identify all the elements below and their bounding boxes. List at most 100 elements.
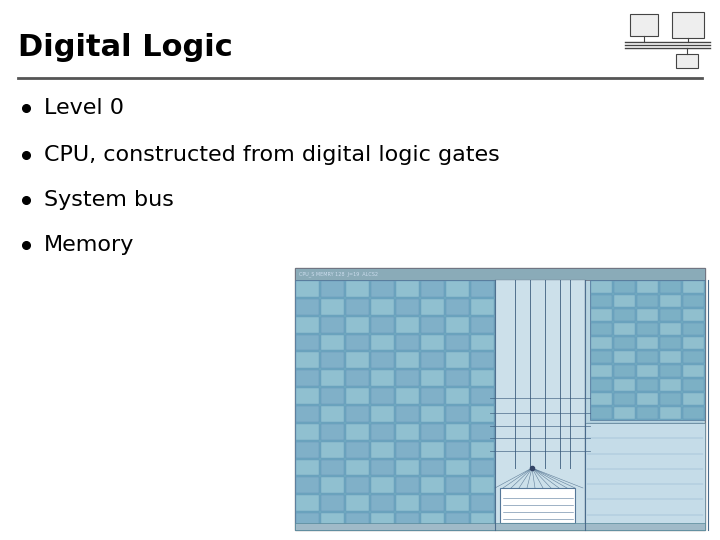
Bar	[683, 309, 704, 321]
Bar	[614, 379, 635, 391]
Bar	[637, 281, 658, 293]
Bar	[321, 317, 344, 333]
Bar	[421, 406, 444, 422]
Bar	[346, 317, 369, 333]
Bar	[471, 460, 494, 475]
Bar	[346, 406, 369, 422]
Bar	[446, 513, 469, 529]
Bar	[371, 513, 394, 529]
Bar	[683, 393, 704, 405]
Bar	[296, 353, 319, 368]
Bar	[660, 455, 681, 468]
Bar	[637, 516, 658, 529]
Text: CPU_S MEMRY 128  J=19  ALCS2: CPU_S MEMRY 128 J=19 ALCS2	[299, 271, 378, 277]
Bar	[585, 423, 705, 530]
Bar	[321, 424, 344, 440]
Bar	[321, 335, 344, 350]
Bar	[321, 442, 344, 457]
Bar	[471, 353, 494, 368]
Bar	[321, 353, 344, 368]
Bar	[421, 370, 444, 386]
Bar	[446, 353, 469, 368]
Bar	[421, 299, 444, 315]
Bar	[683, 439, 704, 453]
Bar	[321, 299, 344, 315]
Bar	[637, 393, 658, 405]
Bar	[321, 495, 344, 511]
Bar	[614, 516, 635, 529]
Bar	[591, 281, 612, 293]
Bar	[296, 460, 319, 475]
Bar	[495, 280, 585, 530]
Bar	[421, 460, 444, 475]
Bar	[446, 299, 469, 315]
Bar	[371, 317, 394, 333]
Bar	[591, 455, 612, 468]
Bar	[683, 323, 704, 335]
Bar	[371, 424, 394, 440]
Bar	[614, 485, 635, 498]
Bar	[590, 280, 705, 420]
Bar	[471, 335, 494, 350]
Bar	[660, 516, 681, 529]
Bar	[421, 281, 444, 297]
Bar	[660, 501, 681, 514]
Bar	[660, 281, 681, 293]
Bar	[471, 388, 494, 404]
Bar	[321, 406, 344, 422]
Bar	[396, 477, 419, 493]
Bar	[371, 281, 394, 297]
Bar	[614, 393, 635, 405]
Bar	[591, 323, 612, 335]
Bar	[296, 477, 319, 493]
Bar	[446, 406, 469, 422]
Bar	[396, 388, 419, 404]
Bar	[614, 470, 635, 483]
Bar	[591, 337, 612, 349]
Bar	[371, 299, 394, 315]
Bar	[396, 335, 419, 350]
Bar	[660, 379, 681, 391]
Bar	[421, 495, 444, 511]
Bar	[371, 460, 394, 475]
Bar	[683, 337, 704, 349]
Bar	[421, 353, 444, 368]
Bar	[614, 424, 635, 437]
Bar	[637, 439, 658, 453]
Bar	[471, 495, 494, 511]
Bar	[446, 495, 469, 511]
Bar	[421, 442, 444, 457]
Bar	[421, 335, 444, 350]
Bar	[295, 268, 705, 530]
Bar	[660, 365, 681, 377]
Bar	[446, 317, 469, 333]
Bar	[346, 299, 369, 315]
Bar	[683, 485, 704, 498]
Bar	[591, 365, 612, 377]
Bar	[371, 335, 394, 350]
Bar	[630, 14, 658, 36]
Bar	[683, 424, 704, 437]
Bar	[591, 295, 612, 307]
Bar	[346, 495, 369, 511]
Bar	[637, 485, 658, 498]
Bar	[296, 495, 319, 511]
Bar	[683, 470, 704, 483]
Bar	[296, 424, 319, 440]
Bar	[396, 281, 419, 297]
Bar	[295, 280, 495, 530]
Bar	[371, 370, 394, 386]
Bar	[471, 424, 494, 440]
Bar	[396, 513, 419, 529]
Bar	[591, 516, 612, 529]
Bar	[683, 281, 704, 293]
Bar	[637, 337, 658, 349]
Bar	[421, 317, 444, 333]
Bar	[637, 351, 658, 363]
Bar	[614, 439, 635, 453]
Bar	[421, 388, 444, 404]
Bar	[446, 335, 469, 350]
Bar	[471, 317, 494, 333]
Bar	[321, 513, 344, 529]
Bar	[446, 388, 469, 404]
